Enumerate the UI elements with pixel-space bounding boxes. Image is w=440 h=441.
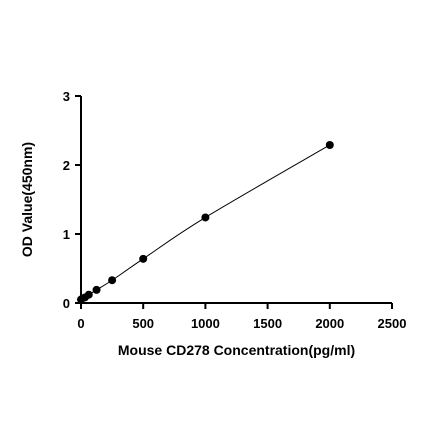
data-point xyxy=(201,213,210,222)
y-axis-title: OD Value(450nm) xyxy=(19,142,35,257)
axes xyxy=(80,96,392,304)
x-tick-label: 0 xyxy=(77,316,84,331)
y-tick-label: 2 xyxy=(63,158,70,173)
x-axis-title: Mouse CD278 Concentration(pg/ml) xyxy=(118,342,355,358)
x-tick-label: 1000 xyxy=(191,316,220,331)
y-axis-ticks: 0 1 2 3 xyxy=(63,89,81,311)
y-tick-label: 0 xyxy=(63,296,70,311)
fit-curve-line xyxy=(80,144,331,300)
x-axis-ticks: 0 500 1000 1500 2000 2500 xyxy=(77,303,406,331)
data-point xyxy=(139,254,148,263)
x-tick-label: 500 xyxy=(132,316,154,331)
data-point xyxy=(325,140,334,149)
y-tick-label: 3 xyxy=(63,89,70,104)
x-tick-label: 1500 xyxy=(253,316,282,331)
x-tick-label: 2500 xyxy=(378,316,407,331)
data-point xyxy=(84,290,93,299)
data-points xyxy=(77,140,334,304)
x-tick-label: 2000 xyxy=(315,316,344,331)
data-point xyxy=(92,285,101,294)
y-tick-label: 1 xyxy=(63,227,70,242)
data-point xyxy=(108,276,117,285)
